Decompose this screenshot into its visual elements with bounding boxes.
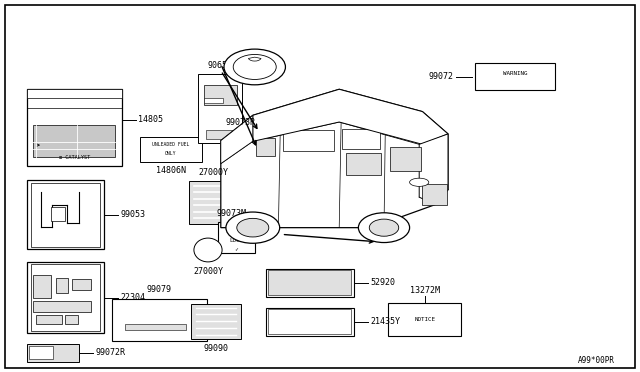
Circle shape (233, 54, 276, 80)
Bar (198, 74, 242, 143)
Text: ONLY: ONLY (165, 151, 177, 156)
Bar (206, 131, 234, 139)
Text: ≡ CATALYST: ≡ CATALYST (59, 155, 90, 160)
Text: 99072: 99072 (428, 72, 453, 81)
Bar (56, 278, 68, 293)
Bar (204, 98, 223, 103)
Bar (140, 137, 202, 162)
Text: 99090: 99090 (203, 344, 228, 353)
Text: 99053: 99053 (120, 210, 145, 219)
Circle shape (369, 219, 399, 236)
Bar (388, 303, 461, 336)
Bar (342, 129, 380, 149)
Circle shape (224, 49, 285, 85)
Text: 99073M: 99073M (216, 209, 246, 218)
Bar (189, 181, 239, 224)
Polygon shape (419, 134, 448, 205)
Text: 21435Y: 21435Y (371, 317, 401, 326)
Bar (27, 262, 104, 333)
Text: 99079: 99079 (147, 285, 172, 294)
Text: 99072R: 99072R (96, 348, 126, 357)
Bar (125, 324, 186, 330)
Circle shape (191, 311, 200, 316)
Bar (191, 304, 241, 339)
Circle shape (226, 212, 280, 243)
Circle shape (77, 313, 92, 322)
Text: 14806N: 14806N (156, 166, 186, 175)
Bar (112, 299, 207, 341)
Bar (390, 147, 421, 171)
Text: FREE: FREE (229, 229, 243, 234)
Text: WARNING: WARNING (502, 71, 527, 77)
Text: 22304: 22304 (120, 293, 145, 302)
Bar (33, 275, 51, 298)
Bar (51, 207, 65, 221)
Bar (33, 301, 91, 312)
Bar (268, 309, 351, 334)
Circle shape (237, 218, 269, 237)
Bar (27, 89, 122, 166)
Bar (475, 63, 555, 90)
Bar (65, 315, 78, 324)
Text: ✓: ✓ (234, 246, 238, 251)
Text: 52920: 52920 (371, 278, 396, 288)
Bar (346, 153, 381, 175)
Ellipse shape (194, 238, 222, 262)
Text: A99*00PR: A99*00PR (577, 356, 614, 365)
Wedge shape (248, 57, 261, 61)
Bar (31, 183, 100, 247)
Circle shape (191, 303, 200, 308)
Text: NOTICE: NOTICE (414, 317, 435, 322)
Bar (27, 89, 122, 99)
Bar (36, 315, 62, 324)
Bar (266, 308, 354, 336)
Text: 90659: 90659 (207, 61, 233, 70)
Bar (204, 85, 237, 105)
Bar (283, 130, 334, 151)
Bar (29, 346, 53, 359)
Bar (218, 222, 255, 253)
Circle shape (358, 213, 410, 243)
Text: UNLEADED FUEL: UNLEADED FUEL (152, 142, 189, 147)
Bar (422, 184, 447, 205)
Bar (72, 279, 91, 290)
Text: 27000Y: 27000Y (193, 267, 223, 276)
Polygon shape (221, 89, 448, 228)
Bar (266, 269, 354, 297)
Polygon shape (221, 115, 253, 164)
Ellipse shape (410, 178, 429, 186)
Text: 99073R: 99073R (225, 118, 255, 126)
Bar (27, 344, 79, 362)
Circle shape (116, 324, 125, 329)
Bar (256, 138, 275, 156)
Bar (268, 270, 351, 295)
Bar (27, 180, 104, 249)
Text: 13272M: 13272M (410, 286, 440, 295)
Polygon shape (253, 89, 448, 144)
Text: 27000Y: 27000Y (199, 168, 228, 177)
Text: LOCK: LOCK (229, 238, 243, 243)
Bar (31, 264, 100, 331)
Text: 14805: 14805 (138, 115, 163, 124)
Bar (33, 125, 115, 157)
